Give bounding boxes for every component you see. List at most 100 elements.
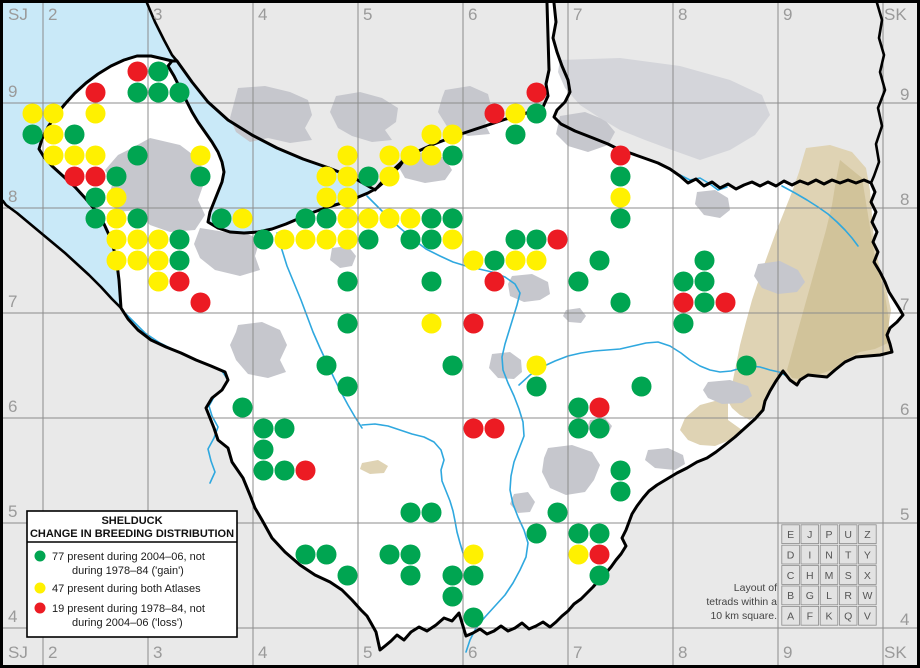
urban-winsford [489, 352, 522, 379]
legend-dot-dot-loss [34, 602, 46, 614]
hills-patch-southwest [360, 460, 388, 474]
grid-label: 7 [900, 295, 909, 314]
legend-entry-text: 19 present during 1978–84, not [52, 603, 205, 615]
grid-label: 2 [48, 5, 57, 24]
tetrad-key-caption: 10 km square. [710, 610, 777, 622]
dot-gain [610, 208, 631, 229]
tetrad-cell-letter: F [807, 611, 813, 623]
grid-label: 9 [8, 82, 17, 101]
dot-gain [337, 565, 358, 586]
tetrad-cell [800, 565, 820, 585]
tetrad-cell-letter: E [787, 529, 794, 541]
dot-gain [463, 607, 484, 628]
tetrad-cell-letter: Z [864, 529, 871, 541]
tetrad-key-caption: Layout of [734, 582, 777, 594]
legend-entry-text: 77 present during 2004–06, not [52, 551, 205, 563]
dot-loss [673, 292, 694, 313]
tetrad-cell-letter: L [826, 590, 832, 602]
dot-gain [169, 250, 190, 271]
tetrad-cell [819, 544, 839, 565]
dot-both [106, 229, 127, 250]
dot-both [148, 229, 169, 250]
dot-gain [505, 229, 526, 250]
dot-both [316, 166, 337, 187]
dot-both [505, 250, 526, 271]
urban-liverpool [230, 86, 312, 143]
dot-gain [295, 208, 316, 229]
tetrad-cell [819, 606, 839, 626]
dot-gain [694, 292, 715, 313]
dot-gain [442, 145, 463, 166]
grid-label: 5 [900, 505, 909, 524]
dot-gain [127, 145, 148, 166]
dot-both [568, 544, 589, 565]
dot-both [295, 229, 316, 250]
tetrad-cell [858, 565, 877, 585]
dot-gain [211, 208, 232, 229]
dot-gain [316, 544, 337, 565]
dot-gain [190, 166, 211, 187]
legend-entry-text: during 1978–84 ('gain') [72, 565, 184, 577]
dot-gain [610, 292, 631, 313]
dot-loss [127, 61, 148, 82]
dot-both [379, 166, 400, 187]
dot-both [337, 229, 358, 250]
dot-gain [610, 166, 631, 187]
dot-gain [463, 565, 484, 586]
grid-label: 3 [153, 5, 162, 24]
dot-both [421, 124, 442, 145]
dot-both [610, 187, 631, 208]
tetrad-layout-key: E J P U Z D I N T Y C H M S X B G L R W A F K Q V Layout of tetrad… [706, 524, 877, 626]
tetrad-cell-letter: X [864, 570, 871, 582]
urban-crewe [542, 445, 600, 495]
dot-gain [589, 418, 610, 439]
grid-label: 6 [900, 400, 909, 419]
boundary-derbyshire [869, 1, 887, 185]
dot-gain [568, 418, 589, 439]
dot-loss [610, 145, 631, 166]
urban-northwich [508, 274, 550, 302]
dot-gain [232, 397, 253, 418]
legend-entries: 77 present during 2004–06, not during 197… [34, 550, 205, 629]
dot-gain [379, 544, 400, 565]
tetrad-cell [781, 606, 800, 626]
tetrad-cell-letter: M [825, 570, 834, 582]
dot-both [337, 187, 358, 208]
tetrad-cell-letter: K [825, 611, 832, 623]
grid-label: 8 [678, 643, 687, 662]
dot-gain [589, 565, 610, 586]
dot-both [316, 229, 337, 250]
tetrad-cell [819, 565, 839, 585]
dot-both [274, 229, 295, 250]
dot-gain [568, 523, 589, 544]
tetrad-cell [858, 606, 877, 626]
tetrad-cell [781, 544, 800, 565]
dot-loss [85, 82, 106, 103]
dot-both [106, 208, 127, 229]
tetrad-cell-letter: U [844, 529, 852, 541]
tetrad-cell-letter: T [845, 549, 852, 561]
dot-both [337, 166, 358, 187]
grid-label: 7 [8, 292, 17, 311]
dot-both [43, 103, 64, 124]
dot-gain [295, 544, 316, 565]
tetrad-cell [800, 544, 820, 565]
tetrad-cell [781, 524, 800, 544]
dot-gain [337, 313, 358, 334]
tetrad-cell-letter: W [862, 590, 872, 602]
tetrad-cell [858, 544, 877, 565]
tetrad-cell-letter: D [787, 549, 795, 561]
sea-dee-estuary [3, 3, 177, 308]
legend: SHELDUCK CHANGE IN BREEDING DISTRIBUTION… [26, 510, 238, 638]
dot-both [43, 145, 64, 166]
legend-dot-dot-both [34, 582, 46, 594]
dot-gain [610, 460, 631, 481]
dot-both [358, 208, 379, 229]
urban-poynton [695, 190, 730, 218]
grid-label: 6 [468, 643, 477, 662]
dot-both [106, 187, 127, 208]
grid-label: 6 [468, 5, 477, 24]
grid-label: 4 [258, 643, 267, 662]
